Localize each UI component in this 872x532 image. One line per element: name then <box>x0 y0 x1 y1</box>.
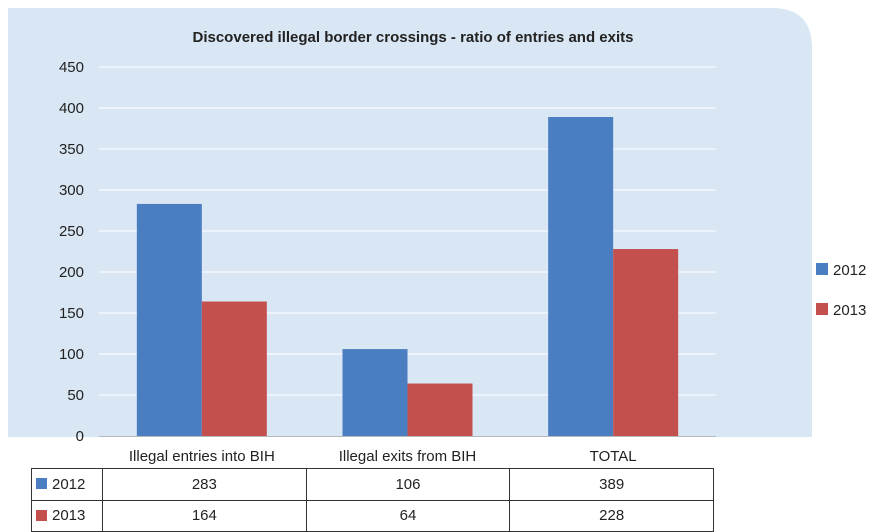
legend-label: 2013 <box>833 302 866 319</box>
table-swatch <box>36 478 47 490</box>
y-tick-label: 250 <box>59 223 84 240</box>
y-tick-label: 450 <box>59 59 84 76</box>
y-tick-label: 200 <box>59 264 84 281</box>
legend-label: 2012 <box>833 262 866 279</box>
y-tick-label: 400 <box>59 100 84 117</box>
bar-2012-1 <box>342 349 408 436</box>
bar-2013-1 <box>407 383 473 436</box>
table-cell: 106 <box>305 468 511 501</box>
plot-background <box>8 8 812 437</box>
table-row-header: 2012 <box>31 468 103 501</box>
y-tick-label: 100 <box>59 346 84 363</box>
y-tick-label: 50 <box>67 387 84 404</box>
table-row: 2012 283 106 389 <box>31 468 714 501</box>
legend-swatch <box>816 303 828 315</box>
legend: 2012 2013 <box>816 262 866 319</box>
bar-2012-2 <box>548 117 614 437</box>
category-label: TOTAL <box>590 448 637 465</box>
chart: 0 50 100 150 200 250 300 350 400 450 Illegal entr… <box>8 8 866 465</box>
chart-title: Discovered illegal border crossings - ra… <box>193 29 634 46</box>
table-row-label: 2013 <box>52 507 86 525</box>
table-row-label: 2012 <box>52 475 86 493</box>
table-cell: 164 <box>102 499 307 532</box>
y-tick-label: 350 <box>59 141 84 158</box>
bars <box>136 117 679 437</box>
table-cell: 389 <box>509 468 714 501</box>
category-label: Illegal entries into BIH <box>129 448 275 465</box>
bar-2013-0 <box>201 301 267 436</box>
category-label: Illegal exits from BIH <box>339 448 477 465</box>
table-row: 2013 164 64 228 <box>31 499 714 532</box>
y-tick-label: 0 <box>76 428 84 445</box>
category-labels: Illegal entries into BIH Illegal exits fr… <box>129 448 637 465</box>
legend-swatch <box>816 263 828 275</box>
table-swatch <box>36 509 47 521</box>
bar-2012-0 <box>136 203 202 436</box>
y-tick-label: 150 <box>59 305 84 322</box>
table-cell: 228 <box>509 499 714 532</box>
table-cell: 64 <box>305 499 511 532</box>
bar-2013-2 <box>613 249 679 436</box>
y-tick-label: 300 <box>59 182 84 199</box>
table-cell: 283 <box>102 468 307 501</box>
data-table: 2012 283 106 389 2013 164 64 228 <box>31 468 714 532</box>
y-tick-labels: 0 50 100 150 200 250 300 350 400 450 <box>59 59 84 445</box>
table-row-header: 2013 <box>31 499 103 532</box>
